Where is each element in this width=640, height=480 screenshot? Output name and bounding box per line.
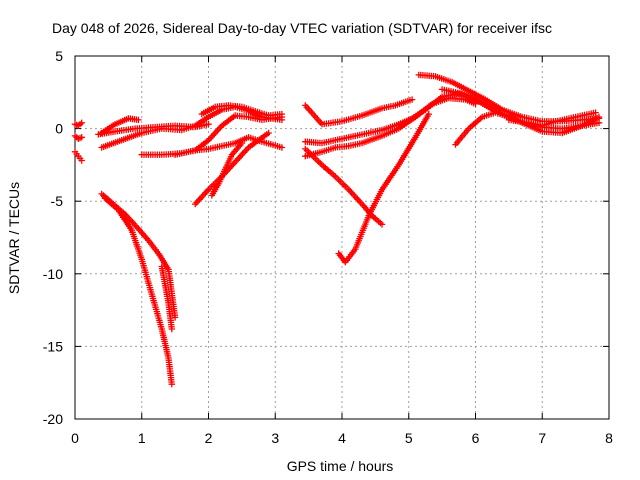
chart-title: Day 048 of 2026, Sidereal Day-to-day VTE… xyxy=(52,20,552,36)
series-arc-r xyxy=(302,145,386,228)
x-tick-label-3: 3 xyxy=(271,430,279,446)
y-tick-label-5: -20 xyxy=(43,411,63,427)
series-markers-arc-e xyxy=(98,115,142,137)
x-tick-label-0: 0 xyxy=(71,430,79,446)
series-markers-arc-s xyxy=(335,110,432,266)
x-tick-label-6: 6 xyxy=(472,430,480,446)
x-tick-label-7: 7 xyxy=(538,430,546,446)
series-arc-w xyxy=(505,109,599,129)
y-tick-label-3: -10 xyxy=(43,266,63,282)
series-arc-c xyxy=(71,148,85,164)
series-arc-m xyxy=(101,195,175,388)
series-arc-b xyxy=(71,132,85,142)
series-arc-o xyxy=(302,96,416,128)
y-tick-label-1: 0 xyxy=(55,121,63,137)
x-tick-label-5: 5 xyxy=(405,430,413,446)
series-markers-arc-w xyxy=(505,109,599,129)
x-tick-label-4: 4 xyxy=(338,430,346,446)
y-tick-label-2: -5 xyxy=(51,193,64,209)
series-arc-n xyxy=(158,263,175,333)
series-arc-i xyxy=(198,102,286,119)
series-arc-s xyxy=(335,110,432,266)
series-markers-arc-a xyxy=(71,119,85,129)
series-arc-h xyxy=(171,134,286,158)
y-axis-label: SDTVAR / TECUs xyxy=(6,182,22,294)
y-tick-label-4: -15 xyxy=(43,338,63,354)
series-markers-arc-i xyxy=(198,102,286,119)
series-markers-arc-n xyxy=(158,263,175,333)
series-arc-a xyxy=(71,119,85,129)
series-markers-arc-o xyxy=(302,96,416,128)
data-markers xyxy=(71,71,603,388)
series-markers-arc-b xyxy=(71,132,85,142)
series-arc-e xyxy=(98,115,142,137)
grid-lines xyxy=(75,56,609,419)
series-arc-k xyxy=(208,139,246,199)
x-tick-label-8: 8 xyxy=(605,430,613,446)
series-arc-v xyxy=(438,86,603,137)
series-arc-q xyxy=(302,94,479,160)
series-markers-arc-r xyxy=(302,145,386,228)
series-markers-arc-m xyxy=(101,195,175,388)
y-tick-label-0: 5 xyxy=(55,48,63,64)
x-axis-label: GPS time / hours xyxy=(287,458,394,474)
series-markers-arc-k xyxy=(208,139,246,199)
series-markers-arc-c xyxy=(71,148,85,164)
x-tick-label-1: 1 xyxy=(138,430,146,446)
x-tick-label-2: 2 xyxy=(205,430,213,446)
series-markers-arc-v xyxy=(438,86,603,137)
series-markers-arc-q xyxy=(302,94,479,160)
axis-ticks: 0 1 2 3 4 5 6 7 8 5 0 -5 -10 -15 -20 xyxy=(43,48,613,446)
series-markers-arc-h xyxy=(171,134,286,158)
